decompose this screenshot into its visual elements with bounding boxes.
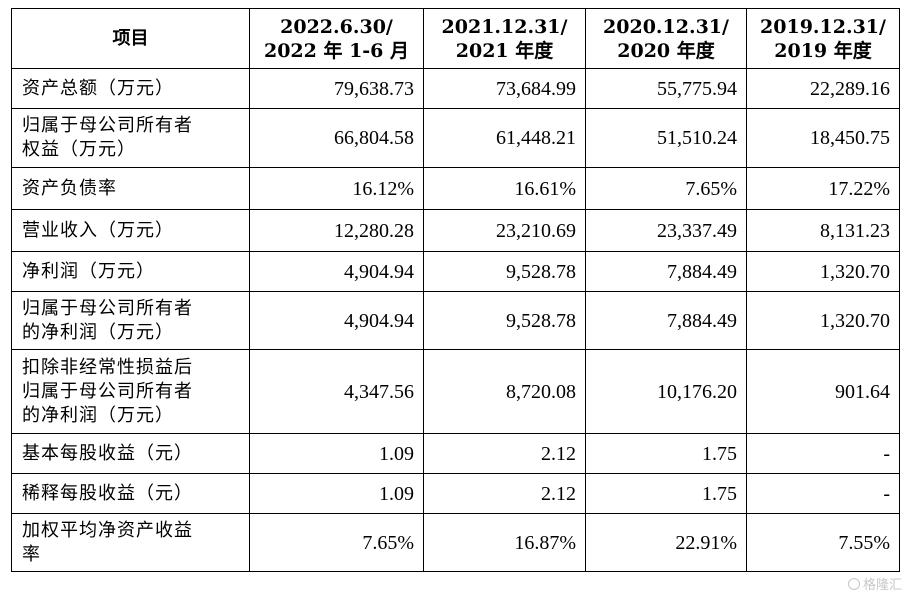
table-row: 归属于母公司所有者 权益（万元） 66,804.58 61,448.21 51,…: [11, 108, 900, 168]
table-row: 资产负债率 16.12% 16.61% 7.65% 17.22%: [11, 167, 900, 210]
header-item: 项目: [11, 8, 250, 69]
cell-value: 66,804.58: [249, 108, 424, 168]
header-period-2022h1: 2022.6.30/ 2022 年 1-6 月: [249, 8, 424, 69]
cell-value: 1.09: [249, 433, 424, 474]
table-row: 基本每股收益（元） 1.09 2.12 1.75 -: [11, 433, 900, 474]
row-label: 资产总额（万元）: [11, 68, 250, 109]
cell-value: 901.64: [746, 349, 900, 434]
cell-value: 23,337.49: [585, 209, 747, 252]
cell-value: 73,684.99: [423, 68, 586, 109]
cell-value: 17.22%: [746, 167, 900, 210]
cell-value: -: [746, 473, 900, 514]
cell-value: 4,904.94: [249, 251, 424, 292]
row-label: 归属于母公司所有者 的净利润（万元）: [11, 291, 250, 350]
cell-value: 1.75: [585, 473, 747, 514]
cell-value: 22,289.16: [746, 68, 900, 109]
cell-value: 23,210.69: [423, 209, 586, 252]
row-label: 稀释每股收益（元）: [11, 473, 250, 514]
cell-value: 16.87%: [423, 513, 586, 572]
table-row: 归属于母公司所有者 的净利润（万元） 4,904.94 9,528.78 7,8…: [11, 291, 900, 350]
cell-value: 10,176.20: [585, 349, 747, 434]
header-period-2020: 2020.12.31/ 2020 年度: [585, 8, 747, 69]
header-period-2021: 2021.12.31/ 2021 年度: [423, 8, 586, 69]
cell-value: 61,448.21: [423, 108, 586, 168]
cell-value: 1.09: [249, 473, 424, 514]
cell-value: 7.55%: [746, 513, 900, 572]
cell-value: -: [746, 433, 900, 474]
table-header-row: 项目 2022.6.30/ 2022 年 1-6 月 2021.12.31/ 2…: [11, 8, 900, 69]
row-label: 营业收入（万元）: [11, 209, 250, 252]
table-row: 扣除非经常性损益后 归属于母公司所有者 的净利润（万元） 4,347.56 8,…: [11, 349, 900, 434]
table-row: 资产总额（万元） 79,638.73 73,684.99 55,775.94 2…: [11, 68, 900, 109]
cell-value: 9,528.78: [423, 291, 586, 350]
cell-value: 2.12: [423, 433, 586, 474]
table-row: 营业收入（万元） 12,280.28 23,210.69 23,337.49 8…: [11, 209, 900, 252]
cell-value: 18,450.75: [746, 108, 900, 168]
row-label: 归属于母公司所有者 权益（万元）: [11, 108, 250, 168]
watermark-logo-icon: [847, 577, 860, 590]
financial-summary-table: 项目 2022.6.30/ 2022 年 1-6 月 2021.12.31/ 2…: [11, 8, 900, 572]
table-row: 净利润（万元） 4,904.94 9,528.78 7,884.49 1,320…: [11, 251, 900, 292]
row-label: 加权平均净资产收益 率: [11, 513, 250, 572]
cell-value: 4,347.56: [249, 349, 424, 434]
cell-value: 79,638.73: [249, 68, 424, 109]
cell-value: 8,131.23: [746, 209, 900, 252]
cell-value: 16.12%: [249, 167, 424, 210]
row-label: 净利润（万元）: [11, 251, 250, 292]
cell-value: 1,320.70: [746, 251, 900, 292]
cell-value: 4,904.94: [249, 291, 424, 350]
cell-value: 2.12: [423, 473, 586, 514]
table-row: 加权平均净资产收益 率 7.65% 16.87% 22.91% 7.55%: [11, 513, 900, 572]
watermark-text: 格隆汇: [862, 578, 902, 593]
row-label: 扣除非经常性损益后 归属于母公司所有者 的净利润（万元）: [11, 349, 250, 434]
cell-value: 7.65%: [585, 167, 747, 210]
cell-value: 22.91%: [585, 513, 747, 572]
cell-value: 7,884.49: [585, 291, 747, 350]
cell-value: 51,510.24: [585, 108, 747, 168]
cell-value: 1.75: [585, 433, 747, 474]
cell-value: 1,320.70: [746, 291, 900, 350]
cell-value: 16.61%: [423, 167, 586, 210]
cell-value: 8,720.08: [423, 349, 586, 434]
cell-value: 7,884.49: [585, 251, 747, 292]
cell-value: 12,280.28: [249, 209, 424, 252]
header-period-2019: 2019.12.31/ 2019 年度: [746, 8, 900, 69]
row-label: 资产负债率: [11, 167, 250, 210]
cell-value: 55,775.94: [585, 68, 747, 109]
table-row: 稀释每股收益（元） 1.09 2.12 1.75 -: [11, 473, 900, 514]
cell-value: 7.65%: [249, 513, 424, 572]
row-label: 基本每股收益（元）: [11, 433, 250, 474]
watermark: 格隆汇: [847, 574, 902, 593]
financial-table-container: 项目 2022.6.30/ 2022 年 1-6 月 2021.12.31/ 2…: [11, 8, 900, 572]
cell-value: 9,528.78: [423, 251, 586, 292]
